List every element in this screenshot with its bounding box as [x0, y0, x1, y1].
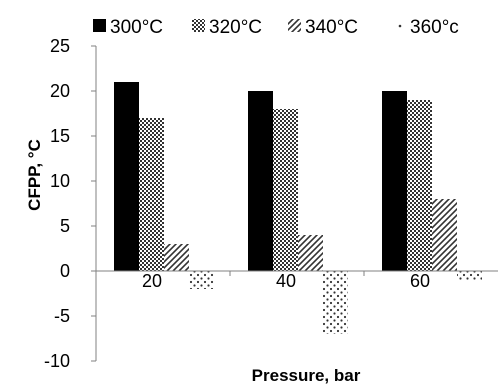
y-tick-label: 10 [50, 171, 70, 191]
legend-marker [398, 24, 402, 28]
legend-label: 360°c [410, 17, 459, 38]
y-tick-label: 0 [60, 261, 70, 281]
y-tick-label: 20 [50, 81, 70, 101]
bar-40-4 [323, 271, 348, 334]
x-tick-label: 60 [410, 271, 430, 291]
x-axis-title: Pressure, bar [252, 366, 361, 385]
legend-label: 320°C [209, 17, 262, 38]
legend-marker [288, 19, 301, 32]
legend: 300°C 320°C 340°C 360°c [93, 17, 459, 38]
bars [114, 82, 482, 334]
legend-marker [93, 19, 106, 32]
y-tick-label: -10 [44, 351, 70, 371]
bar-20-4 [189, 271, 214, 289]
bar-60-2 [407, 100, 432, 271]
bar-20-2 [139, 118, 164, 271]
bar-60-1 [382, 91, 407, 271]
bar-60-3 [432, 199, 457, 271]
y-tick-label: 25 [50, 36, 70, 56]
y-tick-labels: 25 20 15 10 5 0 -5 -10 [44, 36, 70, 371]
y-axis-title: CFPP, °C [25, 139, 44, 211]
y-tick-label: -5 [54, 306, 70, 326]
axes [91, 45, 498, 362]
bar-60-4 [457, 271, 482, 280]
bar-20-3 [164, 244, 189, 271]
bar-40-1 [248, 91, 273, 271]
x-tick-label: 40 [276, 271, 296, 291]
legend-marker [192, 19, 205, 32]
x-tick-label: 20 [142, 271, 162, 291]
legend-label: 340°C [305, 17, 358, 38]
y-tick-label: 5 [60, 216, 70, 236]
bar-40-2 [273, 109, 298, 271]
y-tick-label: 15 [50, 126, 70, 146]
x-tick-labels: 20 40 60 [142, 271, 430, 291]
legend-label: 300°C [110, 17, 163, 38]
bar-20-1 [114, 82, 139, 271]
bar-40-3 [298, 235, 323, 271]
